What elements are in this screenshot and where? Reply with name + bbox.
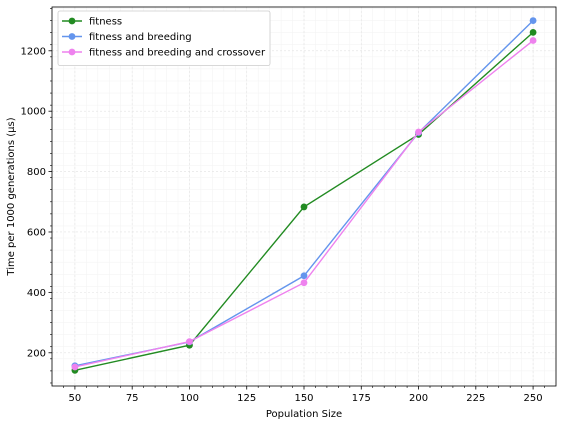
y-axis-label: Time per 1000 generations (µs) (6, 117, 17, 276)
legend: fitness fitness and breeding fitness and b… (57, 10, 271, 66)
y-tick-label: 600 (27, 227, 46, 238)
y-tick-label: 1200 (21, 46, 46, 57)
grid (51, 7, 557, 386)
data-point (71, 363, 79, 371)
legend-marker (68, 48, 76, 56)
legend-marker (68, 33, 76, 40)
x-tick-label: 75 (126, 393, 139, 404)
data-point (415, 128, 422, 136)
x-tick-label: 250 (524, 393, 543, 404)
x-tick-label: 125 (237, 393, 256, 404)
x-tick-label: 100 (180, 393, 199, 404)
legend-item: fitness and breeding and crossover (62, 48, 266, 59)
legend-marker (68, 17, 76, 25)
legend-label: fitness (89, 17, 122, 28)
y-tick-label: 200 (27, 348, 46, 359)
data-point (529, 37, 537, 44)
y-tick-label: 1000 (21, 107, 46, 118)
data-point (529, 28, 537, 36)
series (71, 17, 537, 374)
data-point (300, 203, 308, 211)
y-tick-label: 800 (27, 167, 46, 178)
series-3 (71, 37, 537, 371)
x-axis-label: Population Size (266, 409, 342, 420)
legend-label: fitness and breeding (89, 32, 192, 43)
legend-item: fitness (62, 17, 122, 28)
x-tick-label: 175 (352, 393, 371, 404)
legend-items: fitness fitness and breeding fitness and b… (62, 17, 266, 59)
legend-label: fitness and breeding and crossover (89, 48, 266, 59)
x-tick-label: 50 (69, 393, 82, 404)
legend-item: fitness and breeding (62, 32, 192, 43)
legend-box (57, 10, 271, 66)
x-tick-label: 225 (466, 393, 485, 404)
data-point (300, 272, 308, 280)
data-point (529, 17, 537, 24)
x-tick-label: 150 (294, 393, 313, 404)
y-tick-label: 400 (27, 288, 46, 299)
data-point (300, 279, 308, 287)
x-tick-label: 200 (409, 393, 428, 404)
ticks: 50 75 100 125 150 175 200 225 250 200 400 600 800 100… (21, 8, 545, 404)
data-point (186, 338, 193, 346)
